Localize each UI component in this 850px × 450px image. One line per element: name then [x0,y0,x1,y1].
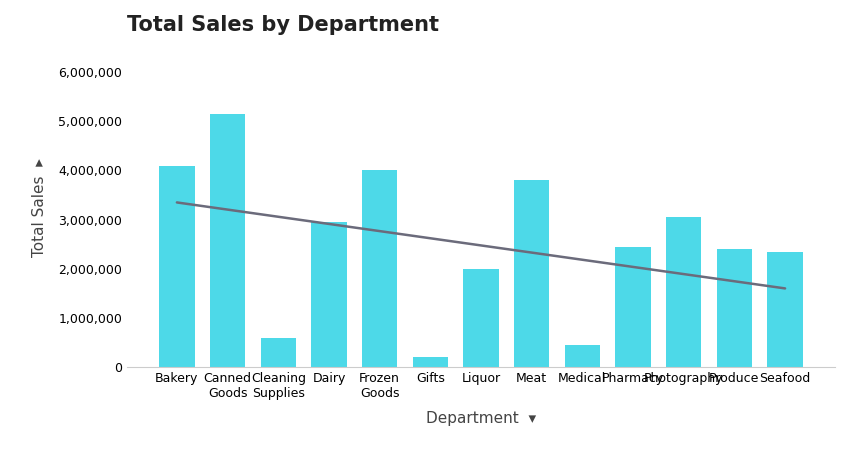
Bar [564,345,600,367]
Y-axis label: Total Sales  ▸: Total Sales ▸ [32,158,47,257]
Bar [514,180,549,367]
Bar [615,247,651,367]
Bar [210,114,246,367]
Text: Total Sales by Department: Total Sales by Department [127,15,439,35]
Bar [412,357,448,367]
Bar [362,171,397,367]
Bar [159,166,195,367]
Bar [260,338,296,367]
Bar [311,222,347,367]
Bar [717,249,752,367]
Bar [666,217,701,367]
X-axis label: Department  ▾: Department ▾ [426,411,536,426]
Bar [768,252,802,367]
Bar [463,269,499,367]
